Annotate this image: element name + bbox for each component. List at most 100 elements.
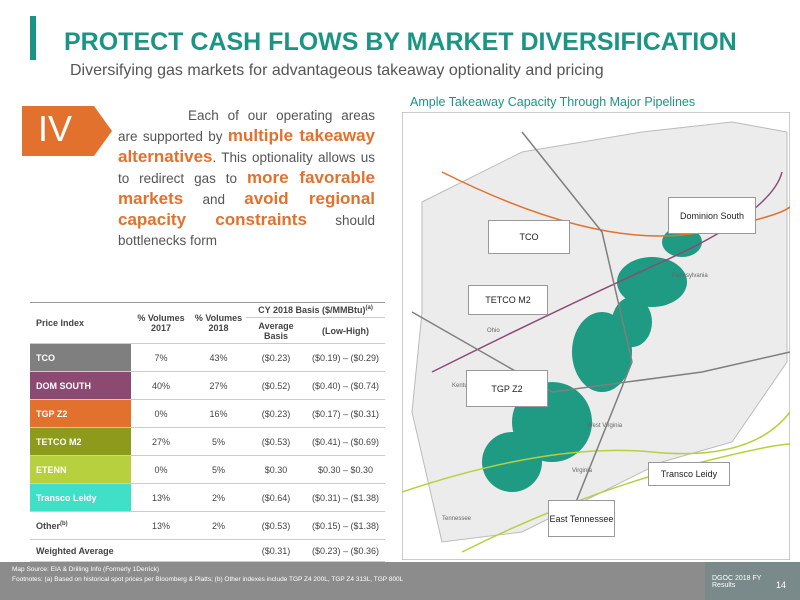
cell: 2%	[191, 511, 246, 540]
cell: ($0.15) – ($1.38)	[306, 511, 385, 540]
note: (a)	[365, 305, 373, 311]
footer-label: DGOC 2018 FY Results	[712, 575, 762, 589]
place: Pennsylvania	[672, 273, 708, 279]
callout: TETCO M2	[468, 285, 548, 315]
cell: 5%	[191, 455, 246, 484]
cell: ($0.19) – ($0.29)	[306, 343, 385, 372]
header-cell: Price Index	[30, 302, 131, 344]
cell: ($0.17) – ($0.31)	[306, 399, 385, 428]
row-name: DOM SOUTH	[30, 371, 131, 400]
badge-shape	[22, 106, 112, 156]
header-cell: CY 2018 Basis ($/MMBtu)(a)	[246, 302, 385, 318]
cell: 0%	[131, 455, 191, 484]
cell	[191, 539, 246, 562]
callout: TCO	[488, 220, 570, 254]
cell: 27%	[131, 427, 191, 456]
emphasis: more favorable markets	[118, 168, 375, 208]
note: (b)	[60, 520, 68, 527]
row: ETENN 0% 5% $0.30 $0.30 – $0.30	[30, 455, 385, 484]
cell: 16%	[191, 399, 246, 428]
place: Ohio	[487, 328, 500, 334]
header-cell: (Low-High)	[306, 317, 385, 344]
emphasis: multiple takeaway alternatives	[118, 126, 375, 166]
row: Weighted Average ($0.31) ($0.23) – ($0.36)	[30, 539, 385, 562]
cell: ($0.40) – ($0.74)	[306, 371, 385, 400]
cell: 27%	[191, 371, 246, 400]
row-label: Weighted Average	[36, 545, 114, 556]
table: Price Index % Volumes 2017 % Volumes 201…	[30, 302, 385, 562]
row-label: DOM SOUTH	[36, 380, 91, 391]
header-text: CY 2018 Basis ($/MMBtu)	[258, 305, 366, 315]
cell: ($0.23) – ($0.36)	[306, 539, 385, 562]
text: should bottlenecks form	[118, 213, 375, 248]
cell: 2%	[191, 483, 246, 512]
callout: East Tennessee	[548, 500, 615, 537]
row-label: Transco Leidy	[36, 492, 97, 503]
cell: ($0.53)	[246, 427, 306, 456]
row: TGP Z2 0% 16% ($0.23) ($0.17) – ($0.31)	[30, 399, 385, 428]
callout: Transco Leidy	[648, 462, 730, 486]
place: Tennessee	[442, 516, 472, 522]
accent-bar	[30, 16, 36, 60]
row-label: ETENN	[36, 464, 67, 475]
row-label: TGP Z2	[36, 408, 68, 419]
row: Transco Leidy 13% 2% ($0.64) ($0.31) – ($1.3…	[30, 483, 385, 512]
badge: IV	[38, 108, 73, 149]
footer-band	[0, 562, 800, 600]
map: Pennsylvania Ohio Kentucky West Virginia…	[402, 112, 790, 560]
text: Each of our operating areas are supporte…	[118, 108, 375, 144]
cell: 13%	[131, 483, 191, 512]
callout: TGP Z2	[466, 370, 548, 407]
row-name: Weighted Average	[30, 539, 131, 562]
cell: ($0.41) – ($0.69)	[306, 427, 385, 456]
header-cell: Average Basis	[246, 317, 306, 344]
row-label: TCO	[36, 352, 55, 363]
cell: $0.30 – $0.30	[306, 455, 385, 484]
row-label: Other	[36, 520, 61, 531]
header-cell: % Volumes 2018	[191, 302, 246, 344]
text: and	[183, 192, 245, 207]
cell: ($0.23)	[246, 343, 306, 372]
paragraph: Each of our operating areas are supporte…	[118, 106, 375, 251]
footnote: Map Source: EIA & Drilling Info (Formerl…	[12, 566, 160, 573]
cell	[131, 539, 191, 562]
title: PROTECT CASH FLOWS BY MARKET DIVERSIFICA…	[64, 28, 737, 56]
row-name: Other(b)	[30, 511, 131, 540]
row-name: TETCO M2	[30, 427, 131, 456]
place: Kentucky	[452, 383, 477, 389]
row: TETCO M2 27% 5% ($0.53) ($0.41) – ($0.69)	[30, 427, 385, 456]
cell: 5%	[191, 427, 246, 456]
page-number: 14	[776, 580, 787, 590]
cell: 43%	[191, 343, 246, 372]
footer-right	[705, 562, 800, 600]
cell: ($0.64)	[246, 483, 306, 512]
cell: $0.30	[246, 455, 306, 484]
text: . This optionality allows us to redirect…	[118, 150, 375, 186]
cell: ($0.52)	[246, 371, 306, 400]
cell: 40%	[131, 371, 191, 400]
row-name: Transco Leidy	[30, 483, 131, 512]
place: West Virginia	[587, 423, 623, 429]
footnote: Footnotes: (a) Based on historical spot …	[12, 576, 404, 583]
place: Virginia	[572, 468, 593, 474]
cell: 0%	[131, 399, 191, 428]
emphasis: avoid regional capacity constraints	[118, 189, 375, 229]
row-name: ETENN	[30, 455, 131, 484]
cell: 7%	[131, 343, 191, 372]
row-name: TCO	[30, 343, 131, 372]
header-cell: % Volumes 2017	[131, 302, 191, 344]
cell: ($0.53)	[246, 511, 306, 540]
cell: ($0.31)	[246, 539, 306, 562]
subtitle: Diversifying gas markets for advantageou…	[70, 62, 604, 79]
cell: 13%	[131, 511, 191, 540]
map-title: Ample Takeaway Capacity Through Major Pi…	[410, 95, 696, 109]
cell: ($0.31) – ($1.38)	[306, 483, 385, 512]
row: Other(b) 13% 2% ($0.53) ($0.15) – ($1.38)	[30, 511, 385, 540]
row: DOM SOUTH 40% 27% ($0.52) ($0.40) – ($0.74)	[30, 371, 385, 400]
callout: Dominion South	[668, 197, 756, 234]
cell: ($0.23)	[246, 399, 306, 428]
row-name: TGP Z2	[30, 399, 131, 428]
row: TCO 7% 43% ($0.23) ($0.19) – ($0.29)	[30, 343, 385, 372]
row-label: TETCO M2	[36, 436, 82, 447]
